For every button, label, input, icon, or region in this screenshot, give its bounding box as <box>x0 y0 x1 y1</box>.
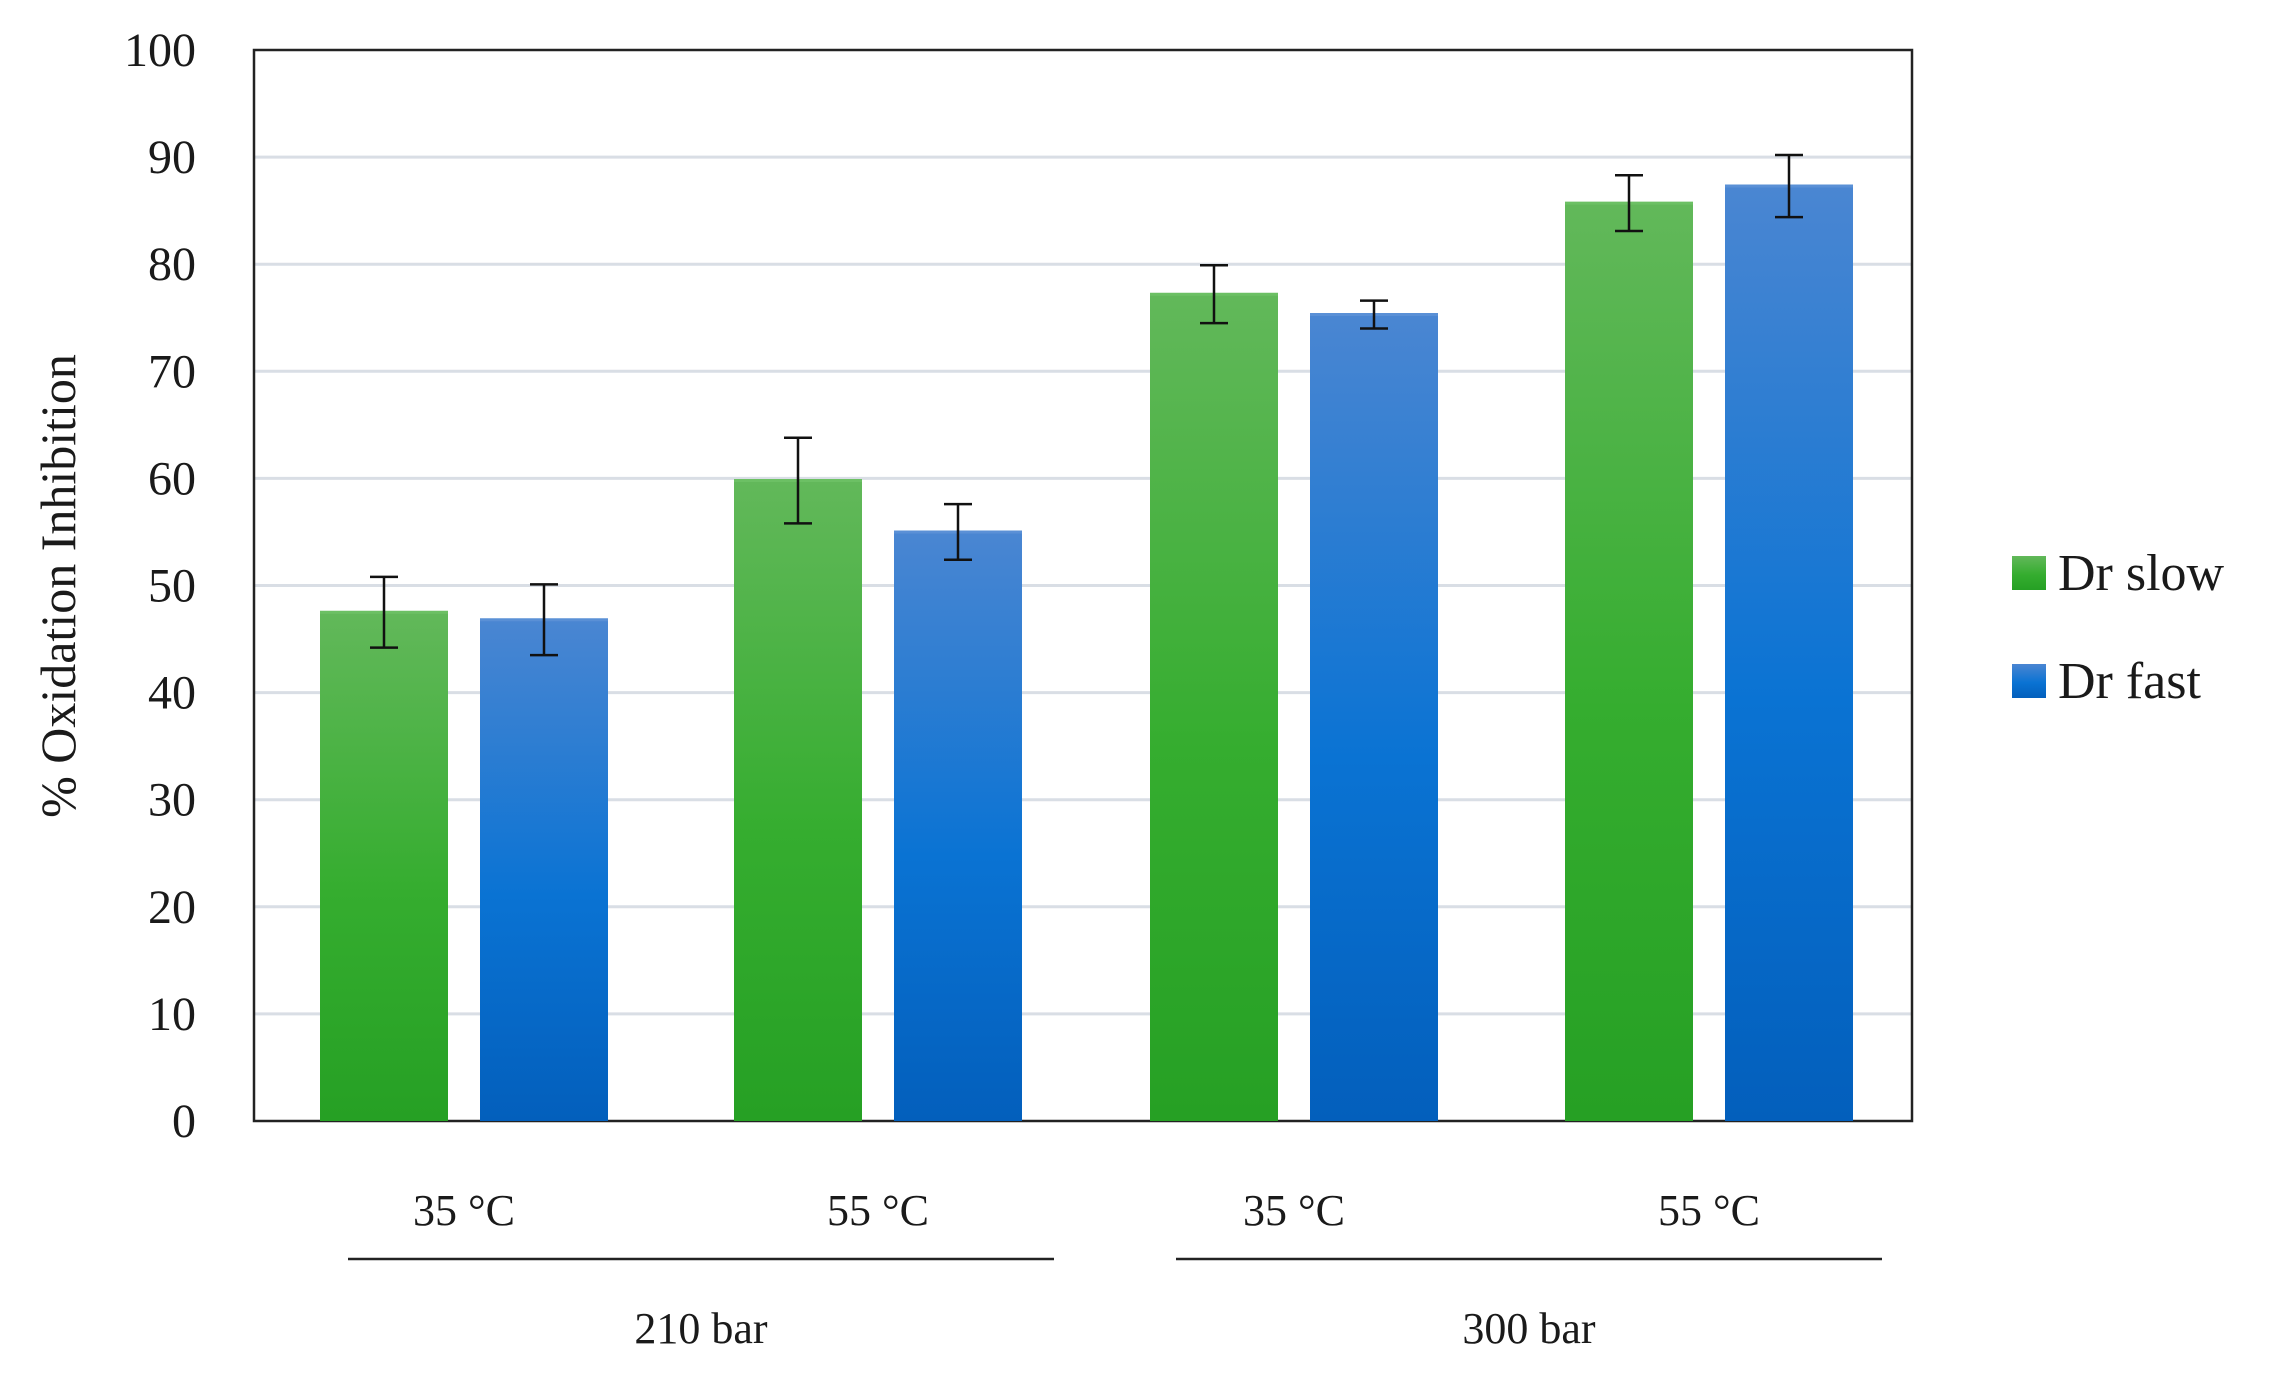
legend-label: Dr fast <box>2058 653 2202 710</box>
group-label: 300 bar <box>1462 1304 1596 1353</box>
legend: Dr slow Dr fast <box>2012 545 2225 710</box>
bar-dr-slow <box>734 480 862 1121</box>
x-category-label: 35 °C <box>413 1186 515 1235</box>
x-category-label: 55 °C <box>827 1186 929 1235</box>
legend-label: Dr slow <box>2058 545 2225 602</box>
y-tick-label: 40 <box>148 667 196 720</box>
bar-dr-fast <box>1725 186 1853 1122</box>
y-tick-label: 20 <box>148 881 196 934</box>
bar-dr-slow <box>1150 294 1278 1121</box>
y-tick-label: 90 <box>148 131 196 184</box>
bar-dr-fast <box>480 619 608 1121</box>
y-tick-label: 100 <box>124 24 196 77</box>
x-axis-labels: 35 °C 55 °C 35 °C 55 °C 210 bar 300 bar <box>348 1186 1882 1353</box>
y-tick-label: 0 <box>172 1095 196 1148</box>
bar-dr-slow <box>1565 203 1693 1121</box>
legend-swatch <box>2012 556 2046 590</box>
y-tick-label: 60 <box>148 452 196 505</box>
x-category-label: 35 °C <box>1243 1186 1345 1235</box>
y-tick-label: 70 <box>148 345 196 398</box>
group-label: 210 bar <box>634 1304 768 1353</box>
x-category-label: 55 °C <box>1658 1186 1760 1235</box>
bar-dr-fast <box>894 531 1022 1121</box>
y-axis-title: % Oxidation Inhibition <box>30 354 86 818</box>
plot-area-frame <box>252 48 1914 1123</box>
error-bars <box>370 153 1803 657</box>
bars <box>320 184 1853 1122</box>
bar-dr-slow <box>320 612 448 1121</box>
y-tick-label: 30 <box>148 774 196 827</box>
bar-dr-fast <box>1310 314 1438 1121</box>
y-axis-ticks: 0 10 20 30 40 50 60 70 80 90 100 <box>124 24 196 1148</box>
y-tick-label: 50 <box>148 560 196 613</box>
y-tick-label: 10 <box>148 988 196 1041</box>
y-tick-label: 80 <box>148 238 196 291</box>
legend-swatch <box>2012 664 2046 698</box>
